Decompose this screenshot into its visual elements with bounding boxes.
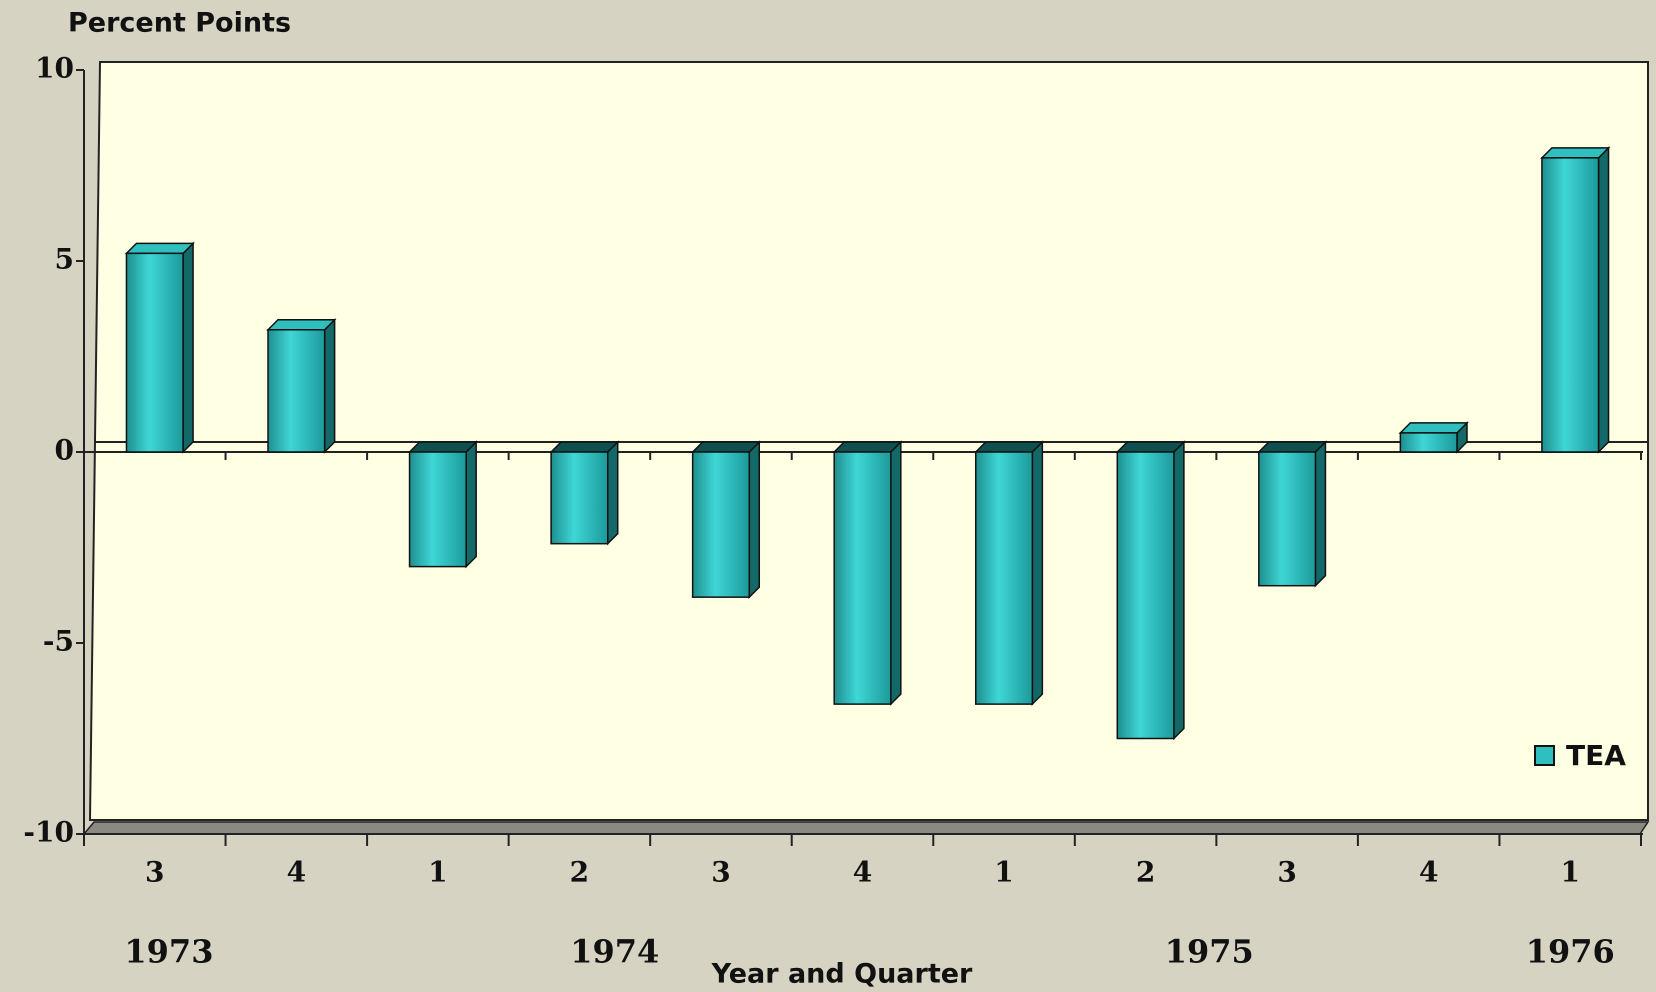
bar-top bbox=[973, 441, 1045, 453]
year-label: 1973 bbox=[124, 933, 213, 971]
legend-swatch bbox=[1534, 745, 1555, 766]
bar bbox=[1399, 432, 1458, 453]
bar bbox=[1258, 451, 1317, 587]
bar-top bbox=[832, 441, 903, 453]
bar-side bbox=[1173, 440, 1185, 741]
bar bbox=[550, 451, 609, 545]
bar-top bbox=[549, 441, 620, 453]
bar-top bbox=[407, 441, 478, 453]
bar-side bbox=[323, 317, 336, 454]
y-tick-label: 10 bbox=[35, 52, 74, 85]
bar-top bbox=[124, 242, 195, 255]
x-tick-label: 4 bbox=[853, 856, 872, 889]
x-tick-label: 2 bbox=[1136, 856, 1155, 889]
bar bbox=[691, 451, 751, 598]
x-axis-title: Year and Quarter bbox=[711, 959, 973, 990]
x-tick-label: 1 bbox=[1560, 856, 1579, 889]
x-tick-label: 4 bbox=[1419, 856, 1438, 889]
year-label: 1976 bbox=[1526, 933, 1615, 971]
x-tick-label: 4 bbox=[287, 856, 306, 889]
bar-side bbox=[182, 241, 194, 454]
legend-label: TEA bbox=[1566, 739, 1626, 772]
bar-top bbox=[1115, 441, 1186, 453]
bar-top bbox=[1398, 422, 1469, 434]
bar bbox=[1541, 157, 1600, 453]
y-tick-label: -10 bbox=[23, 816, 74, 849]
bar-top bbox=[1257, 441, 1328, 453]
bar bbox=[833, 451, 892, 705]
x-tick-label: 1 bbox=[994, 856, 1013, 889]
bar bbox=[1116, 451, 1175, 740]
bar-top bbox=[690, 441, 762, 453]
bar-side bbox=[890, 440, 902, 706]
bar bbox=[267, 329, 326, 453]
year-label: 1974 bbox=[570, 933, 659, 971]
bar bbox=[974, 451, 1034, 705]
x-tick-label: 3 bbox=[1277, 856, 1296, 889]
bar-side bbox=[748, 440, 761, 599]
bar-side bbox=[465, 440, 477, 569]
y-axis-title: Percent Points bbox=[68, 8, 291, 39]
y-tick-label: 0 bbox=[55, 434, 74, 467]
floor bbox=[82, 821, 1650, 835]
bar-top bbox=[266, 319, 337, 331]
y-tick-label: 5 bbox=[55, 243, 74, 276]
bar-side bbox=[1031, 440, 1044, 706]
x-tick-label: 3 bbox=[711, 856, 730, 889]
x-tick-label: 2 bbox=[570, 856, 589, 889]
y-tick-label: -5 bbox=[43, 625, 74, 658]
bar-top bbox=[1540, 147, 1611, 159]
bar bbox=[125, 252, 184, 453]
bar bbox=[408, 451, 467, 568]
year-label: 1975 bbox=[1165, 933, 1254, 971]
bar-side bbox=[606, 440, 619, 546]
x-tick-label: 1 bbox=[428, 856, 447, 889]
bar-side bbox=[1314, 440, 1327, 588]
x-tick-label: 3 bbox=[145, 856, 164, 889]
bar-side bbox=[1597, 146, 1610, 454]
